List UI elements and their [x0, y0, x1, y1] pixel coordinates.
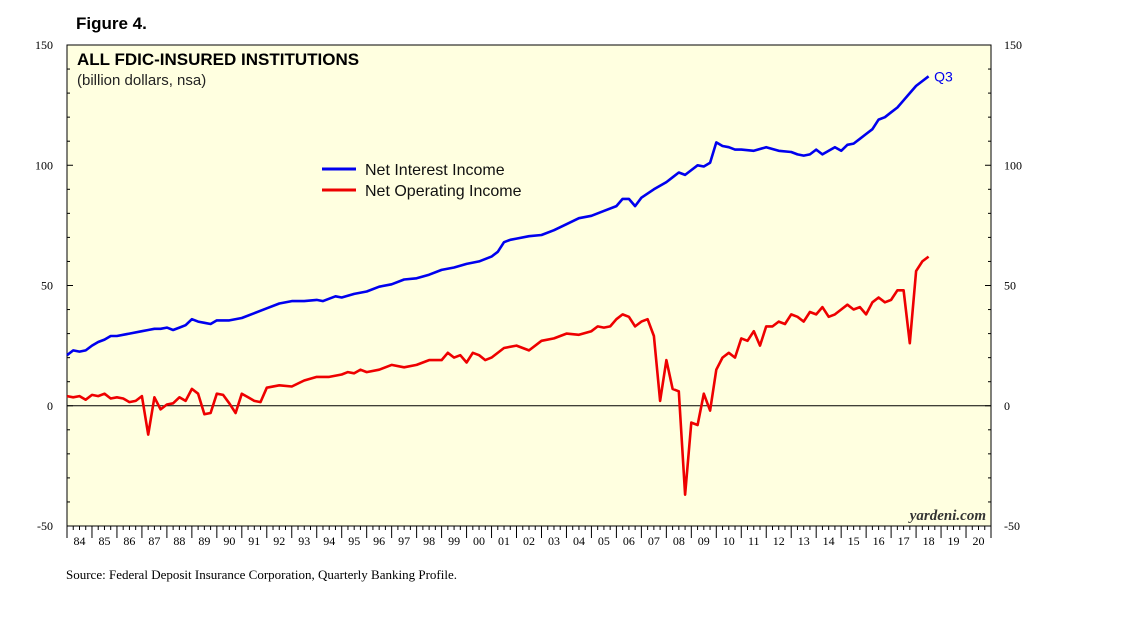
x-tick-label: 95	[348, 534, 360, 548]
figure-label: Figure 4.	[76, 14, 147, 33]
x-tick-label: 05	[598, 534, 610, 548]
x-tick-label: 07	[648, 534, 660, 548]
chart-subtitle: (billion dollars, nsa)	[77, 72, 206, 89]
x-tick-label: 92	[273, 534, 285, 548]
x-tick-label: 02	[523, 534, 535, 548]
x-tick-label: 00	[473, 534, 485, 548]
x-tick-label: 12	[773, 534, 785, 548]
x-tick-label: 98	[423, 534, 435, 548]
y-tick-label-right: -50	[1004, 519, 1020, 533]
y-tick-label-right: 50	[1004, 279, 1016, 293]
x-tick-label: 85	[98, 534, 110, 548]
x-tick-label: 19	[948, 534, 960, 548]
series-line-net-interest-income	[66, 75, 930, 357]
y-tick-label-left: 150	[35, 38, 53, 52]
x-tick-label: 06	[623, 534, 635, 548]
x-tick-label: 88	[173, 534, 185, 548]
series-layer	[66, 75, 930, 497]
x-tick-label: 20	[973, 534, 985, 548]
x-tick-label: 13	[798, 534, 810, 548]
annotation-q3: Q3	[934, 68, 953, 84]
x-tick-label: 94	[323, 534, 335, 548]
x-tick-label: 87	[148, 534, 160, 548]
legend-label-net-interest-income: Net Interest Income	[365, 162, 505, 179]
y-tick-label-left: 100	[35, 158, 53, 172]
legend: Net Interest Income Net Operating Income	[322, 162, 522, 200]
x-tick-label: 03	[548, 534, 560, 548]
y-tick-label-left: 50	[41, 279, 53, 293]
x-tick-label: 91	[248, 534, 260, 548]
y-tick-label-right: 150	[1004, 38, 1022, 52]
x-tick-label: 09	[698, 534, 710, 548]
legend-label-net-operating-income: Net Operating Income	[365, 183, 522, 200]
source-note: Source: Federal Deposit Insurance Corpor…	[66, 567, 457, 582]
y-tick-label-left: -50	[37, 519, 53, 533]
x-tick-label: 10	[723, 534, 735, 548]
x-tick-label: 08	[673, 534, 685, 548]
x-tick-label: 84	[73, 534, 85, 548]
y-tick-label-left: 0	[47, 399, 53, 413]
x-tick-label: 04	[573, 534, 585, 548]
y-tick-label-right: 0	[1004, 399, 1010, 413]
y-tick-label-right: 100	[1004, 158, 1022, 172]
x-tick-label: 01	[498, 534, 510, 548]
x-tick-label: 90	[223, 534, 235, 548]
chart-title: ALL FDIC-INSURED INSTITUTIONS	[77, 50, 359, 69]
x-tick-label: 14	[823, 534, 835, 548]
x-tick-label: 11	[748, 534, 760, 548]
x-tick-label: 86	[123, 534, 135, 548]
plot-area	[66, 44, 992, 527]
x-tick-label: 16	[873, 534, 885, 548]
x-tick-label: 18	[923, 534, 935, 548]
series-line-net-operating-income	[66, 255, 930, 497]
x-tick-label: 17	[898, 534, 910, 548]
x-tick-label: 99	[448, 534, 460, 548]
watermark: yardeni.com	[908, 508, 986, 524]
x-tick-label: 89	[198, 534, 210, 548]
x-tick-label: 15	[848, 534, 860, 548]
x-tick-label: 97	[398, 534, 410, 548]
x-tick-label: 93	[298, 534, 310, 548]
x-tick-label: 96	[373, 534, 385, 548]
